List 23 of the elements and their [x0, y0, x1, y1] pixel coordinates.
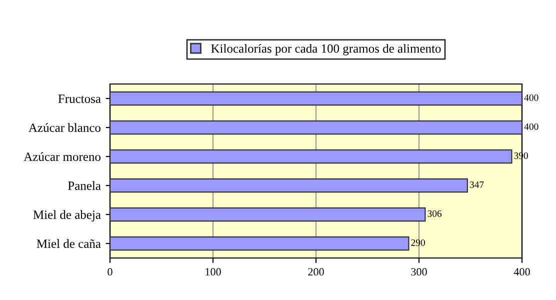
data-label: 400: [524, 123, 538, 130]
bar: [110, 149, 512, 164]
legend-label: Kilocalorías por cada 100 gramos de alimento: [211, 44, 441, 56]
x-tick-label: 400: [514, 268, 530, 276]
x-tick-label: 0: [108, 268, 112, 276]
y-tick-label: Azúcar moreno: [24, 152, 100, 161]
bar: [110, 178, 468, 193]
y-tick-label: Panela: [68, 181, 101, 190]
y-tick-label: Fructosa: [58, 94, 101, 103]
x-tick-label: 300: [411, 268, 427, 276]
x-tick-label: 100: [206, 268, 221, 276]
data-label: 347: [470, 181, 484, 188]
bar: [110, 91, 522, 106]
y-tick-label: Azúcar blanco: [28, 123, 100, 132]
data-label: 290: [411, 239, 425, 246]
bar: [110, 207, 426, 222]
y-tick-label: Miel de abeja: [33, 210, 101, 222]
data-label: 306: [428, 210, 442, 217]
x-tick-label: 200: [308, 268, 324, 276]
data-label: 400: [524, 94, 538, 101]
bar: [110, 120, 522, 135]
y-tick-label: Miel de caña: [36, 239, 101, 248]
bar: [110, 236, 410, 251]
